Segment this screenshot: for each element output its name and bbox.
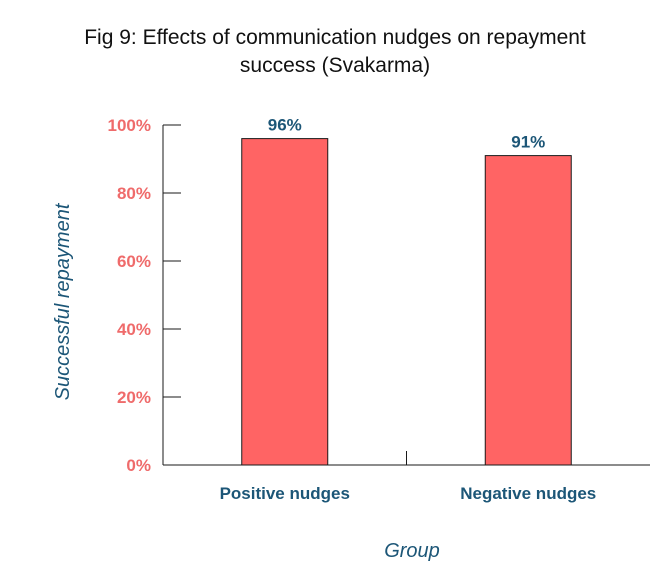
y-tick-label-0: 0% <box>126 456 151 475</box>
x-axis-title: Group <box>384 540 440 562</box>
y-tick-label-80: 80% <box>117 184 151 203</box>
y-tick-label-100: 100% <box>108 116 151 135</box>
chart-title-line-2: success (Svakarma) <box>239 54 431 77</box>
y-axis-title: Successful repayment <box>52 202 74 400</box>
x-tick-label-positive-nudges: Positive nudges <box>220 484 350 503</box>
bar-positive-nudges <box>241 138 329 466</box>
value-label-negative-nudges: 91% <box>511 133 545 152</box>
bar-negative-nudges <box>484 155 572 466</box>
y-tick-label-60: 60% <box>117 252 151 271</box>
chart-title: Fig 9: Effects of communication nudges o… <box>0 24 670 80</box>
x-tick-label-negative-nudges: Negative nudges <box>460 484 596 503</box>
y-tick-label-40: 40% <box>117 320 151 339</box>
y-tick-label-20: 20% <box>117 388 151 407</box>
chart-title-line-1: Fig 9: Effects of communication nudges o… <box>84 26 586 49</box>
value-label-positive-nudges: 96% <box>268 116 302 135</box>
